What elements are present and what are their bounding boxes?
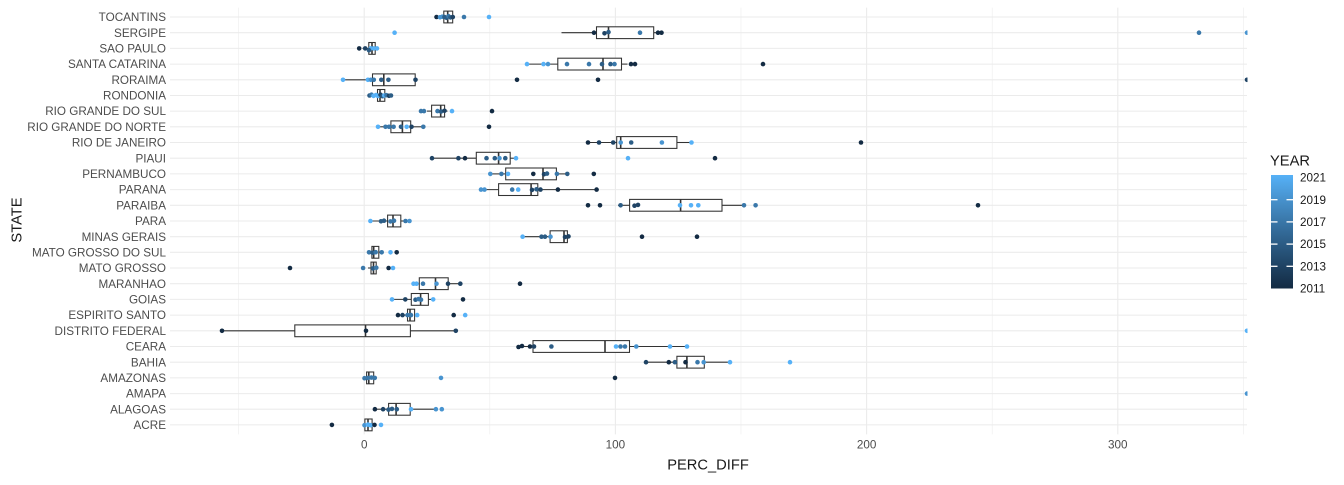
svg-text:RIO GRANDE DO SUL: RIO GRANDE DO SUL — [45, 105, 166, 118]
svg-text:SAO PAULO: SAO PAULO — [99, 43, 166, 56]
svg-text:300: 300 — [1108, 439, 1128, 452]
svg-text:200: 200 — [857, 439, 877, 452]
svg-text:RIO GRANDE DO NORTE: RIO GRANDE DO NORTE — [27, 121, 166, 134]
svg-text:SERGIPE: SERGIPE — [114, 27, 166, 40]
svg-text:2015: 2015 — [1300, 238, 1327, 251]
svg-text:100: 100 — [606, 439, 626, 452]
svg-text:PIAUI: PIAUI — [135, 152, 166, 165]
svg-text:RORAIMA: RORAIMA — [111, 74, 166, 87]
svg-text:2017: 2017 — [1300, 216, 1326, 229]
svg-text:MINAS GERAIS: MINAS GERAIS — [82, 231, 167, 244]
svg-text:2021: 2021 — [1300, 172, 1326, 185]
svg-text:PARAIBA: PARAIBA — [116, 199, 166, 212]
svg-text:AMAPA: AMAPA — [126, 388, 166, 401]
svg-text:ACRE: ACRE — [134, 419, 167, 432]
svg-text:DISTRITO FEDERAL: DISTRITO FEDERAL — [55, 325, 167, 338]
svg-text:0: 0 — [361, 439, 368, 452]
svg-text:RIO DE JANEIRO: RIO DE JANEIRO — [72, 137, 166, 150]
svg-text:RONDONIA: RONDONIA — [103, 90, 166, 103]
svg-text:YEAR: YEAR — [1270, 154, 1310, 170]
svg-text:ALAGOAS: ALAGOAS — [110, 403, 166, 416]
svg-text:GOIAS: GOIAS — [129, 294, 166, 307]
svg-text:MATO GROSSO: MATO GROSSO — [79, 262, 166, 275]
svg-text:CEARA: CEARA — [126, 341, 166, 354]
svg-text:BAHIA: BAHIA — [131, 356, 166, 369]
svg-text:SANTA CATARINA: SANTA CATARINA — [68, 58, 166, 71]
svg-text:ESPIRITO SANTO: ESPIRITO SANTO — [68, 309, 166, 322]
svg-text:PERC_DIFF: PERC_DIFF — [667, 458, 749, 474]
svg-text:MATO GROSSO DO SUL: MATO GROSSO DO SUL — [32, 246, 166, 259]
svg-text:2011: 2011 — [1300, 283, 1325, 296]
svg-text:AMAZONAS: AMAZONAS — [100, 372, 166, 385]
svg-text:PARA: PARA — [135, 215, 166, 228]
svg-text:STATE: STATE — [10, 197, 26, 242]
svg-text:TOCANTINS: TOCANTINS — [99, 11, 167, 24]
svg-text:2019: 2019 — [1300, 194, 1326, 207]
svg-text:MARANHAO: MARANHAO — [98, 278, 166, 291]
svg-text:PARANA: PARANA — [119, 184, 166, 197]
svg-text:PERNAMBUCO: PERNAMBUCO — [82, 168, 166, 181]
svg-text:2013: 2013 — [1300, 260, 1326, 273]
